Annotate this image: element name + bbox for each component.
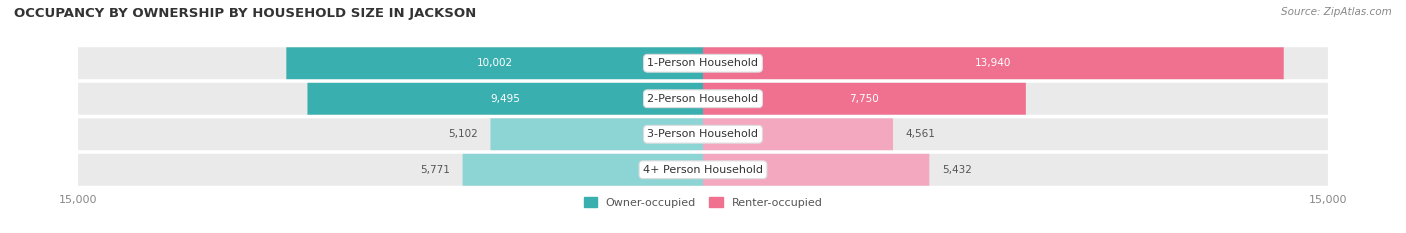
FancyBboxPatch shape	[703, 47, 1284, 79]
Text: 3-Person Household: 3-Person Household	[648, 129, 758, 139]
Text: 10,002: 10,002	[477, 58, 513, 68]
FancyBboxPatch shape	[287, 47, 703, 79]
Text: 5,432: 5,432	[942, 165, 972, 175]
Text: Source: ZipAtlas.com: Source: ZipAtlas.com	[1281, 7, 1392, 17]
Text: 5,771: 5,771	[420, 165, 450, 175]
Text: 7,750: 7,750	[849, 94, 879, 104]
FancyBboxPatch shape	[703, 118, 893, 150]
Text: 4+ Person Household: 4+ Person Household	[643, 165, 763, 175]
Text: 13,940: 13,940	[976, 58, 1011, 68]
Text: 5,102: 5,102	[449, 129, 478, 139]
Text: 4,561: 4,561	[905, 129, 935, 139]
FancyBboxPatch shape	[491, 118, 703, 150]
FancyBboxPatch shape	[79, 154, 1327, 186]
FancyBboxPatch shape	[463, 154, 703, 186]
FancyBboxPatch shape	[703, 83, 1026, 115]
FancyBboxPatch shape	[79, 118, 1327, 150]
FancyBboxPatch shape	[703, 154, 929, 186]
FancyBboxPatch shape	[79, 83, 1327, 115]
FancyBboxPatch shape	[308, 83, 703, 115]
FancyBboxPatch shape	[79, 47, 1327, 79]
Text: 2-Person Household: 2-Person Household	[647, 94, 759, 104]
Legend: Owner-occupied, Renter-occupied: Owner-occupied, Renter-occupied	[579, 193, 827, 212]
Text: OCCUPANCY BY OWNERSHIP BY HOUSEHOLD SIZE IN JACKSON: OCCUPANCY BY OWNERSHIP BY HOUSEHOLD SIZE…	[14, 7, 477, 20]
Text: 1-Person Household: 1-Person Household	[648, 58, 758, 68]
Text: 9,495: 9,495	[491, 94, 520, 104]
